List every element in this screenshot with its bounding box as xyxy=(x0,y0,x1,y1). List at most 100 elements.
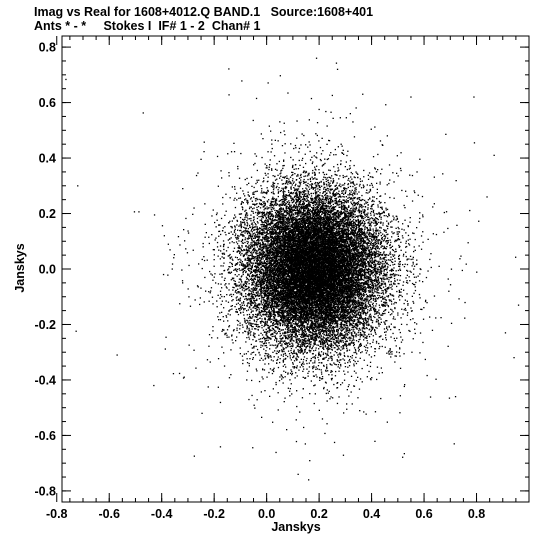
data-point xyxy=(297,214,299,216)
data-point xyxy=(320,295,322,297)
data-point xyxy=(273,298,276,301)
data-point xyxy=(351,173,354,175)
data-point xyxy=(363,250,365,252)
data-point xyxy=(252,326,254,328)
data-point xyxy=(333,217,335,219)
data-point xyxy=(269,259,271,261)
data-point xyxy=(212,303,214,305)
data-point xyxy=(328,288,331,290)
data-point xyxy=(363,271,365,273)
data-point xyxy=(312,188,314,190)
data-point xyxy=(232,330,235,332)
data-point xyxy=(288,321,290,323)
data-point xyxy=(396,285,398,288)
data-point xyxy=(248,313,251,316)
data-point xyxy=(291,224,293,226)
data-point xyxy=(293,187,295,189)
data-point xyxy=(257,326,259,328)
data-point xyxy=(379,316,381,319)
data-point xyxy=(376,290,378,292)
data-point xyxy=(357,269,359,272)
data-point xyxy=(323,340,326,343)
data-point xyxy=(240,221,242,223)
data-point xyxy=(171,263,174,265)
data-point xyxy=(359,311,361,314)
data-point xyxy=(261,299,263,301)
data-point xyxy=(245,229,247,231)
data-point xyxy=(298,288,301,291)
data-point xyxy=(294,231,296,233)
data-point xyxy=(323,252,325,254)
data-point xyxy=(281,201,283,203)
data-point xyxy=(333,362,335,364)
data-point xyxy=(342,226,345,228)
data-point xyxy=(332,325,334,328)
data-point xyxy=(313,233,315,235)
data-point xyxy=(347,334,349,336)
data-point xyxy=(340,346,342,348)
data-point xyxy=(345,329,347,331)
data-point xyxy=(344,299,346,301)
data-point xyxy=(354,290,356,292)
data-point xyxy=(367,290,370,292)
data-point xyxy=(209,361,211,363)
data-point xyxy=(347,304,349,307)
data-point xyxy=(271,329,273,332)
data-point xyxy=(347,232,349,234)
data-point xyxy=(385,334,387,336)
data-point xyxy=(402,264,404,266)
data-point xyxy=(358,312,360,314)
data-point xyxy=(264,202,266,204)
data-point xyxy=(269,224,271,226)
data-point xyxy=(353,191,355,193)
data-point xyxy=(355,300,357,302)
data-point xyxy=(361,322,363,324)
data-point xyxy=(393,298,395,300)
data-point xyxy=(416,227,418,229)
data-point xyxy=(373,252,375,254)
data-point xyxy=(343,220,346,222)
data-point xyxy=(398,289,400,292)
data-point xyxy=(352,243,355,246)
data-point xyxy=(283,183,285,185)
data-point xyxy=(292,193,294,195)
data-point xyxy=(320,153,323,155)
data-point xyxy=(267,262,270,264)
data-point xyxy=(292,252,294,254)
data-point xyxy=(267,327,269,329)
data-point xyxy=(275,260,277,262)
data-point xyxy=(325,325,327,327)
data-point xyxy=(292,178,294,180)
data-point xyxy=(345,222,347,224)
data-point xyxy=(349,220,351,222)
data-point xyxy=(259,281,262,283)
data-point xyxy=(379,202,381,204)
data-point xyxy=(199,303,201,306)
data-point xyxy=(344,338,347,340)
data-point xyxy=(343,354,345,357)
data-point xyxy=(390,246,392,249)
data-point xyxy=(340,206,343,208)
data-point xyxy=(283,252,285,254)
data-point xyxy=(283,190,285,192)
data-point xyxy=(320,181,322,183)
data-point xyxy=(328,228,330,230)
data-point xyxy=(286,261,288,263)
data-point xyxy=(330,327,332,329)
data-point xyxy=(389,251,391,253)
data-point xyxy=(363,262,366,265)
data-point xyxy=(323,207,325,209)
data-point xyxy=(357,310,359,312)
data-point xyxy=(347,221,349,223)
data-point xyxy=(359,298,361,300)
data-point xyxy=(331,283,334,286)
data-point xyxy=(373,264,375,266)
data-point xyxy=(295,210,297,212)
data-point xyxy=(262,217,264,219)
data-point xyxy=(340,337,343,339)
data-point xyxy=(293,204,295,206)
data-point xyxy=(366,295,369,297)
data-point xyxy=(304,336,306,338)
data-point xyxy=(350,293,352,295)
data-point xyxy=(352,231,355,233)
